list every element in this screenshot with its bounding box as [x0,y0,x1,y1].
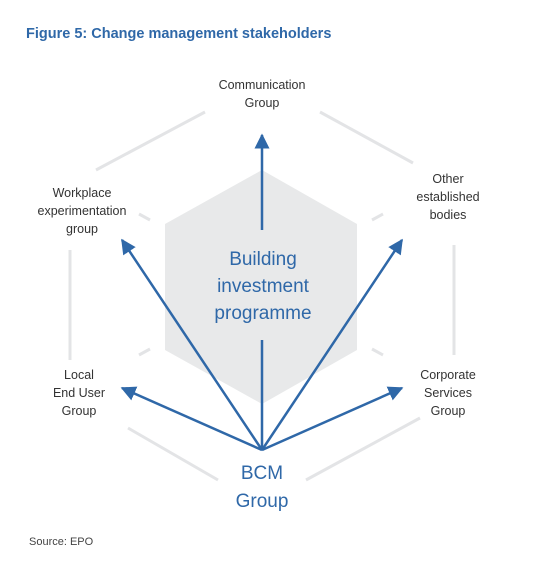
stakeholder-line: End User [34,384,124,402]
stakeholder-line: Communication [202,76,322,94]
stakeholder-line: Services [396,384,500,402]
stakeholder-line: experimentation [24,202,140,220]
outline-segment [320,112,413,163]
center-label-line: programme [160,300,366,327]
connector [139,214,150,220]
stakeholder-line: Local [34,366,124,384]
center-label-line: investment [160,273,366,300]
stakeholder-line: Group [396,402,500,420]
stakeholder-line: Group [202,94,322,112]
stakeholder-line: group [24,220,140,238]
figure-source: Source: EPO [29,536,93,548]
stakeholder-workplace: Workplace experimentation group [24,184,140,238]
stakeholder-line: bodies [396,206,500,224]
stakeholder-corporate-services: Corporate Services Group [396,366,500,420]
stakeholder-local-end-user: Local End User Group [34,366,124,420]
outline-segment [96,112,205,170]
stakeholder-line: Workplace [24,184,140,202]
stakeholder-line: established [396,188,500,206]
stakeholder-line: Other [396,170,500,188]
bcm-label-line: BCM [200,460,324,488]
stakeholder-other-bodies: Other established bodies [396,170,500,224]
bcm-label-line: Group [200,488,324,516]
connector [372,349,383,355]
center-label: Building investment programme [160,246,366,327]
connector [139,349,150,355]
stakeholder-communication: Communication Group [202,76,322,112]
center-label-line: Building [160,246,366,273]
connector [372,214,383,220]
bcm-group-label: BCM Group [200,460,324,516]
stakeholder-line: Group [34,402,124,420]
stakeholder-line: Corporate [396,366,500,384]
